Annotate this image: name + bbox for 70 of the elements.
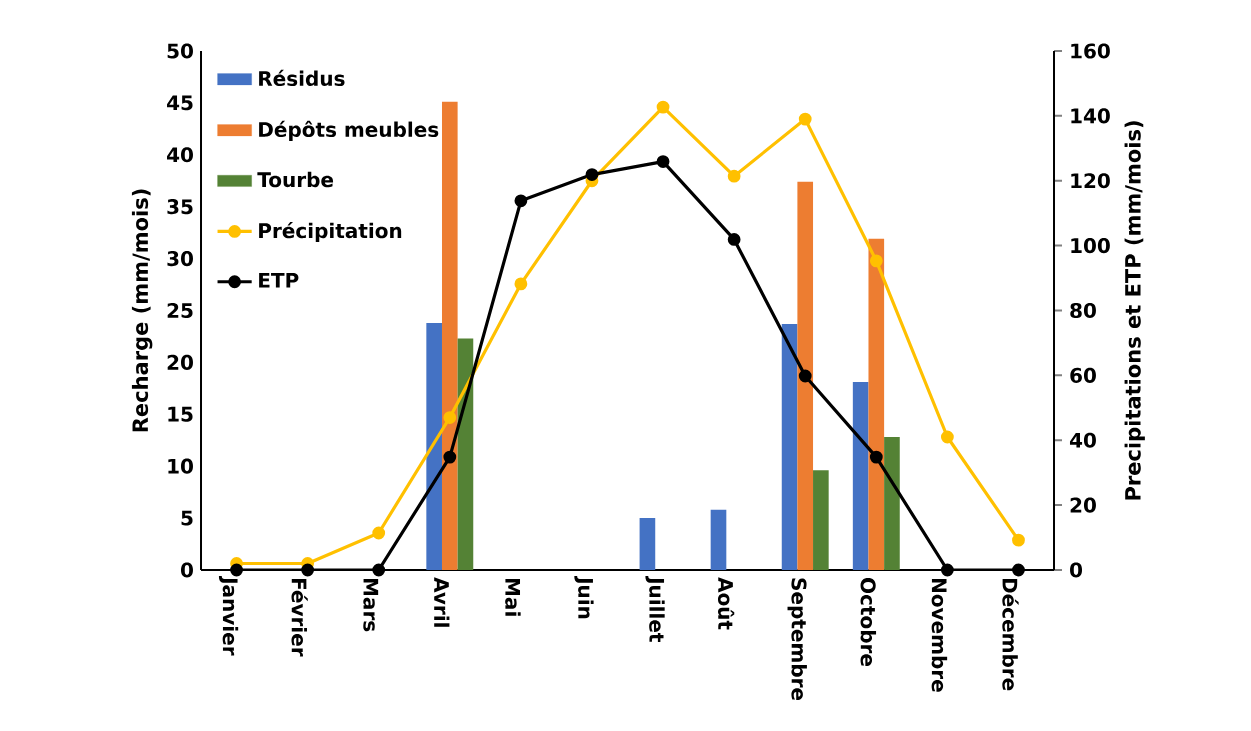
legend-label: ETP xyxy=(259,272,299,288)
point xyxy=(1012,563,1025,577)
y-tick-label: 5 xyxy=(181,510,193,526)
y-tick-label: 0 xyxy=(181,562,193,578)
x-tick-label: Mars xyxy=(363,578,379,632)
bar xyxy=(441,101,458,570)
bar xyxy=(813,470,829,570)
y-tick-label: 35 xyxy=(167,199,193,215)
bar xyxy=(781,323,798,570)
bar xyxy=(426,322,442,570)
point xyxy=(372,563,386,577)
y2-tick-label: 0 xyxy=(1070,562,1083,578)
point xyxy=(443,450,457,464)
legend-label: Tourbe xyxy=(257,171,334,188)
y-axis-title: Recharge (mm/mois) xyxy=(131,189,153,432)
x-tick-label: Janvier xyxy=(218,575,239,656)
bar xyxy=(868,238,885,570)
y-tick-label: 50 xyxy=(167,43,193,59)
bar xyxy=(639,518,656,570)
y-tick-label: 15 xyxy=(168,406,193,422)
point xyxy=(656,155,670,168)
y2-tick-label: 20 xyxy=(1070,497,1096,513)
point xyxy=(443,411,457,424)
bar xyxy=(884,437,900,570)
x-tick-label: Décembre xyxy=(1002,578,1019,691)
point xyxy=(798,369,812,383)
x-tick-label: Juillet xyxy=(645,575,665,642)
y2-tick-label: 160 xyxy=(1071,43,1110,59)
point xyxy=(798,112,812,126)
point xyxy=(940,563,954,577)
y2-axis-title: Precipitations et ETP (mm/mois) xyxy=(1124,121,1145,500)
y2-tick-label: 40 xyxy=(1069,432,1096,448)
y2-tick-label: 120 xyxy=(1071,173,1110,189)
y-tick-label: 45 xyxy=(167,95,193,111)
point xyxy=(514,194,528,208)
bar xyxy=(710,509,727,570)
x-tick-label: Août xyxy=(717,577,735,630)
point xyxy=(727,233,741,246)
point xyxy=(869,450,883,464)
legend-label: Résidus xyxy=(259,69,345,87)
point xyxy=(230,563,243,577)
x-tick-label: Février xyxy=(291,578,308,657)
y2-tick-label: 140 xyxy=(1071,108,1110,124)
point xyxy=(1012,533,1025,547)
point xyxy=(727,169,741,183)
y2-tick-label: 100 xyxy=(1071,238,1110,254)
legend-label: Dépôts meubles xyxy=(259,120,439,141)
y-tick-label: 40 xyxy=(167,147,193,163)
y-tick-label: 25 xyxy=(167,302,193,319)
point xyxy=(372,526,386,540)
x-tick-label: Juin xyxy=(574,575,594,619)
y-tick-label: 20 xyxy=(167,354,193,370)
bar xyxy=(797,181,814,570)
bar xyxy=(852,382,869,570)
point xyxy=(301,563,315,577)
y-tick-label: 10 xyxy=(168,458,193,474)
point xyxy=(585,168,599,181)
point xyxy=(940,430,954,444)
y2-tick-label: 80 xyxy=(1070,302,1096,319)
x-tick-label: Avril xyxy=(434,577,450,627)
point xyxy=(514,277,528,291)
x-tick-label: Mai xyxy=(505,578,521,616)
x-tick-label: Novembre xyxy=(931,578,948,692)
point xyxy=(869,254,883,268)
x-tick-label: Septembre xyxy=(787,578,807,701)
x-tick-label: Octobre xyxy=(860,578,877,666)
y2-tick-label: 60 xyxy=(1070,367,1096,383)
point xyxy=(656,100,670,114)
legend-label: Précipitation xyxy=(259,221,402,243)
y-tick-label: 30 xyxy=(167,251,193,267)
